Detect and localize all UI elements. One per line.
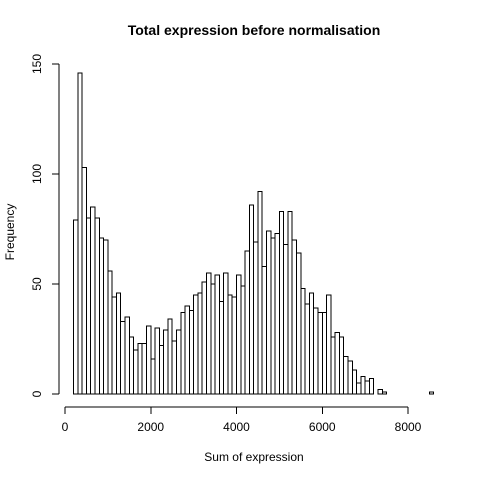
histogram-bar [78,73,82,394]
histogram-bar [365,381,369,394]
x-tick-label: 4000 [223,420,250,434]
histogram-bar [258,192,262,394]
y-tick-label: 100 [30,164,44,184]
histogram-bar [172,341,176,394]
histogram-bar [74,220,78,394]
histogram-bar [429,392,433,394]
histogram-bar [108,271,112,394]
histogram-bar [279,211,283,394]
histogram-bar [322,313,326,394]
histogram-bar [198,293,202,394]
histogram-bar [168,319,172,394]
histogram-bar [275,233,279,394]
histogram-bar [82,167,86,394]
histogram-bar [155,328,159,394]
histogram-bar [382,392,386,394]
histogram-bar [146,326,150,394]
histogram-bar [241,286,245,394]
histogram-bar [151,359,155,394]
histogram-bar [104,240,108,394]
histogram-bar [86,218,90,394]
histogram-bar [215,275,219,394]
histogram-bar [237,275,241,394]
histogram-bar [228,295,232,394]
histogram-bar [176,330,180,394]
histogram-bar [327,295,331,394]
histogram-bar [95,218,99,394]
histogram-bar [134,350,138,394]
histogram-bar [318,313,322,394]
histogram-bar [91,207,95,394]
histogram-bar [262,266,266,394]
x-tick-label: 2000 [137,420,164,434]
histogram-bar [254,242,258,394]
x-axis: 0 2000 4000 6000 8000 [62,407,422,434]
histogram-bar [292,240,296,394]
histogram-bar [142,343,146,394]
histogram-bar [357,383,361,394]
histogram-bar [297,253,301,394]
histogram-bar [361,376,365,394]
histogram-bar [185,306,189,394]
histogram-bar [116,293,120,394]
histogram-bar [206,273,210,394]
histogram-bar [129,337,133,394]
histogram-bar [202,282,206,394]
histogram-bar [164,330,168,394]
x-tick-label: 0 [62,420,69,434]
histogram-bar [138,343,142,394]
histogram-bar [309,293,313,394]
histogram-bar [378,390,382,394]
y-axis-label: Frequency [3,204,17,261]
histogram-bar [348,361,352,394]
y-tick-label: 50 [30,277,44,291]
histogram-bar [219,302,223,394]
histogram-bar [352,370,356,394]
histogram-bar [344,357,348,394]
histogram-bar [181,313,185,394]
y-tick-label: 150 [30,54,44,74]
histogram-bar [369,379,373,394]
histogram-bar [189,310,193,394]
y-axis: 0 50 100 150 [30,54,59,398]
histogram-bar [112,297,116,394]
histogram-bar [194,295,198,394]
histogram-bar [284,244,288,394]
histogram-bar [335,332,339,394]
histogram-bar [339,337,343,394]
y-tick-label: 0 [30,390,44,397]
x-tick-label: 6000 [309,420,336,434]
x-tick-label: 8000 [395,420,422,434]
histogram-bar [121,321,125,394]
histogram-bar [99,238,103,394]
histogram-bar [288,211,292,394]
histogram-bar [159,346,163,394]
histogram-bar [301,288,305,394]
chart-title: Total expression before normalisation [128,22,381,38]
histogram-bar [249,205,253,394]
histogram-bar [125,317,129,394]
histogram-bar [232,297,236,394]
histogram-bar [211,284,215,394]
histogram-bar [224,273,228,394]
histogram-bar [305,304,309,394]
bars-layer [74,73,434,394]
histogram-bar [271,238,275,394]
histogram-bar [267,231,271,394]
histogram-bar [331,337,335,394]
histogram-bar [314,308,318,394]
histogram-bar [245,251,249,394]
x-axis-label: Sum of expression [204,450,303,464]
